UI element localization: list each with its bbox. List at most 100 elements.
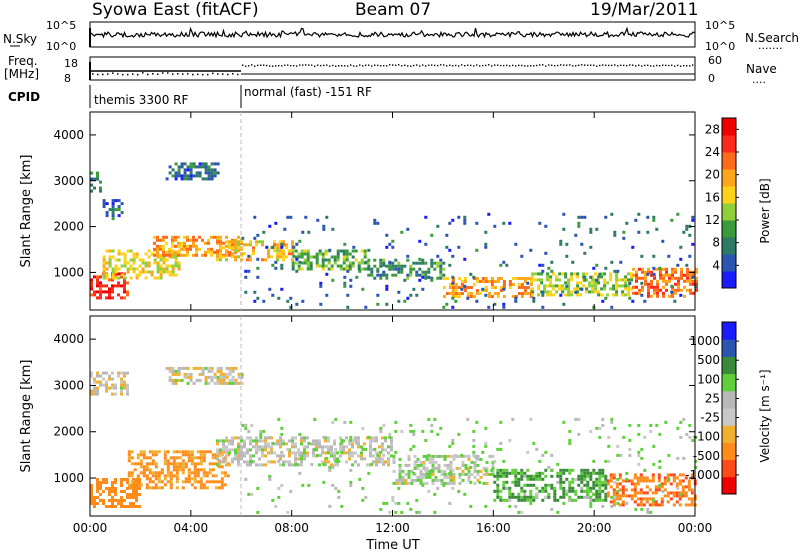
velocity-cell — [241, 423, 245, 427]
velocity-cell — [207, 375, 211, 379]
power-cell — [162, 270, 166, 274]
freq-dot — [605, 64, 607, 66]
power-cell — [484, 293, 488, 297]
power-cell — [546, 272, 550, 276]
velocity-cell — [126, 392, 129, 396]
velocity-cell — [485, 481, 489, 485]
power-cell — [162, 255, 166, 259]
velocity-cell — [208, 468, 212, 472]
power-cell — [279, 249, 282, 253]
power-cell — [171, 255, 175, 259]
velocity-cell — [511, 468, 515, 472]
power-cell — [192, 238, 195, 242]
velocity-cell — [334, 417, 338, 421]
velocity-cell — [496, 477, 500, 481]
power-cell — [364, 305, 368, 309]
velocity-cell — [520, 510, 524, 514]
power-cell — [647, 294, 650, 298]
velocity-cell — [280, 432, 284, 436]
power-cell — [631, 245, 635, 249]
power-cell — [195, 174, 199, 178]
power-cell — [526, 281, 530, 285]
velocity-cell — [451, 486, 455, 490]
velocity-cell — [488, 472, 492, 476]
power-cell — [385, 233, 389, 237]
power-cell — [627, 272, 631, 276]
velocity-cell — [133, 468, 137, 472]
velocity-cell — [333, 457, 336, 461]
velocity-cell — [99, 499, 102, 502]
velocity-cell — [168, 366, 172, 370]
power-cell — [612, 287, 616, 291]
velocity-cell — [421, 483, 425, 487]
velocity-cell — [484, 444, 488, 448]
velocity-cell — [568, 498, 572, 502]
velocity-cell — [175, 465, 179, 469]
velocity-cell — [312, 451, 315, 455]
power-cell — [406, 227, 410, 231]
velocity-cell — [476, 463, 480, 467]
power-cell — [451, 280, 455, 283]
power-cell — [345, 255, 349, 259]
velocity-cell — [139, 465, 143, 469]
power-cell — [342, 252, 346, 256]
velocity-cell — [177, 366, 181, 370]
power-cell — [319, 302, 323, 306]
velocity-cell — [312, 454, 315, 458]
velocity-cell — [324, 463, 327, 467]
power-cell — [615, 287, 619, 291]
power-cell — [418, 239, 422, 243]
power-cell — [168, 270, 172, 274]
velocity-cell — [514, 468, 518, 472]
power-cell — [469, 286, 473, 289]
power-cell — [662, 273, 665, 277]
velocity-cell — [621, 488, 625, 492]
power-cell — [650, 294, 653, 298]
power-cell — [168, 253, 171, 257]
power-cell — [573, 272, 577, 276]
freq-dot — [251, 64, 253, 66]
velocity-cell — [321, 460, 324, 464]
power-cell — [162, 261, 166, 265]
velocity-cell — [264, 454, 267, 458]
power-cell — [573, 287, 577, 291]
power-cell — [591, 287, 595, 291]
power-cell — [216, 253, 219, 257]
velocity-cell — [577, 432, 581, 436]
power-cell — [555, 284, 559, 288]
power-cell — [117, 267, 121, 271]
power-cell — [615, 272, 619, 276]
velocity-cell — [132, 478, 135, 481]
velocity-cell — [461, 460, 465, 464]
power-cell — [662, 267, 665, 271]
power-cell — [656, 294, 659, 298]
power-cell — [653, 285, 656, 289]
power-cell — [111, 214, 115, 218]
power-cell — [644, 276, 647, 280]
velocity-cell — [93, 496, 96, 499]
velocity-cell — [595, 480, 599, 484]
colorbar-tick-label: -25 — [700, 411, 720, 425]
power-cell — [499, 289, 503, 292]
velocity-cell — [217, 462, 221, 466]
velocity-cell — [337, 489, 341, 493]
velocity-cell — [249, 448, 252, 452]
power-cell — [641, 270, 644, 274]
velocity-cell — [412, 432, 416, 436]
velocity-cell — [412, 471, 416, 475]
power-cell — [204, 171, 208, 175]
x-tick-label: 20:00 — [577, 521, 612, 535]
velocity-cell — [192, 381, 196, 385]
power-cell — [418, 278, 422, 282]
power-cell — [207, 168, 211, 172]
power-cell — [692, 291, 695, 295]
velocity-cell — [180, 378, 184, 382]
power-cell — [475, 289, 479, 292]
velocity-cell — [378, 460, 381, 464]
velocity-cell — [645, 485, 649, 489]
velocity-cell — [619, 453, 623, 457]
power-cell — [603, 281, 607, 285]
freq-dot — [632, 64, 634, 66]
velocity-cell — [372, 439, 375, 443]
power-cell — [274, 221, 278, 225]
